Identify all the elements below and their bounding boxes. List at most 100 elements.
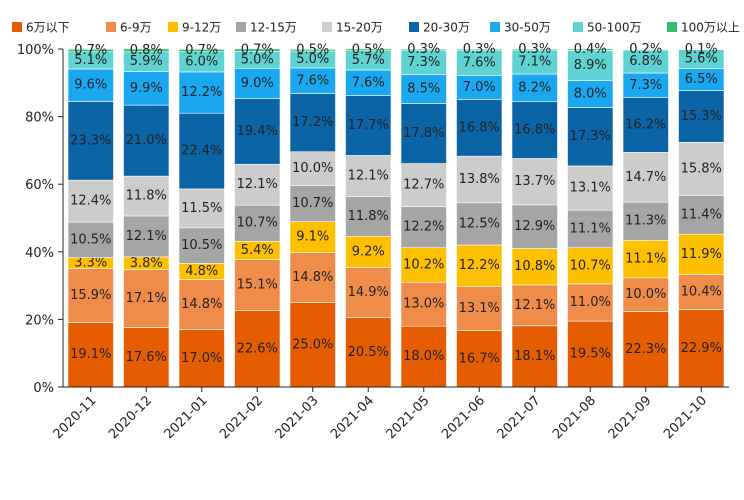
data-label-2020-12-s0: 17.6% (126, 350, 167, 365)
legend-swatch (168, 22, 178, 32)
bars-area: 19.1%15.9%3.3%10.5%12.4%23.3%9.6%5.1%0.7… (68, 42, 724, 387)
data-label-2020-12-s2: 3.8% (130, 256, 163, 271)
data-label-2021-03-s6: 7.6% (296, 73, 329, 88)
data-label-2021-04-s6: 7.6% (352, 75, 385, 90)
data-label-2021-06-s0: 16.7% (459, 351, 500, 366)
data-label-2021-04-s2: 9.2% (352, 244, 385, 259)
data-label-2021-02-s2: 5.4% (241, 243, 274, 258)
y-tick-label: 100% (17, 43, 54, 58)
legend-item-0: 6万以下 (12, 21, 70, 35)
legend-swatch (667, 22, 677, 32)
legend-swatch (236, 22, 246, 32)
legend-item-5: 20-30万 (409, 21, 470, 35)
data-label-2021-02-s3: 10.7% (237, 216, 278, 231)
data-label-2020-11-s3: 10.5% (70, 232, 111, 247)
data-label-2021-06-s4: 13.8% (459, 172, 500, 187)
data-label-2021-04-s1: 14.9% (348, 285, 389, 300)
data-label-2021-06-s1: 13.1% (459, 301, 500, 316)
x-tick-label: 2021-05 (384, 393, 433, 442)
data-label-2021-06-s2: 12.2% (459, 258, 500, 273)
y-axis: 0%20%40%60%80%100% (17, 43, 63, 396)
data-label-2021-04-s8: 0.5% (352, 42, 385, 57)
data-label-2020-11-s6: 9.6% (74, 78, 107, 93)
data-label-2021-01-s3: 10.5% (181, 238, 222, 253)
data-label-2021-05-s5: 17.8% (403, 126, 444, 141)
data-label-2020-12-s8: 0.8% (130, 43, 163, 58)
data-label-2021-01-s5: 22.4% (181, 144, 222, 159)
legend-item-1: 6-9万 (106, 21, 152, 35)
legend-swatch (12, 22, 22, 32)
legend-item-3: 12-15万 (236, 21, 297, 35)
data-label-2021-10-s5: 15.3% (681, 109, 722, 124)
bar-stack-2021-09: 22.3%10.0%11.1%11.3%14.7%16.2%7.3%6.8%0.… (623, 42, 669, 387)
data-label-2021-09-s4: 14.7% (625, 170, 666, 185)
data-label-2021-08-s5: 17.3% (570, 129, 611, 144)
data-label-2021-08-s0: 19.5% (570, 347, 611, 362)
legend-label: 6万以下 (26, 21, 70, 35)
bar-stack-2021-06: 16.7%13.1%12.2%12.5%13.8%16.8%7.0%7.6%0.… (457, 42, 503, 387)
x-tick-label: 2021-04 (328, 393, 377, 442)
data-label-2021-07-s0: 18.1% (514, 349, 555, 364)
data-label-2021-03-s1: 14.8% (292, 270, 333, 285)
data-label-2021-02-s0: 22.6% (237, 341, 278, 356)
bar-stack-2021-03: 25.0%14.8%9.1%10.7%10.0%17.2%7.6%5.0%0.5… (290, 43, 336, 387)
data-label-2021-02-s4: 12.1% (237, 177, 278, 192)
data-label-2021-10-s1: 10.4% (681, 285, 722, 300)
legend-swatch (409, 22, 419, 32)
data-label-2021-01-s1: 14.8% (181, 297, 222, 312)
bar-stack-2021-08: 19.5%11.0%10.7%11.1%13.1%17.3%8.0%8.9%0.… (568, 42, 614, 387)
x-tick-label: 2021-09 (606, 393, 655, 442)
data-label-2021-07-s8: 0.3% (518, 42, 551, 57)
data-label-2021-06-s3: 12.5% (459, 216, 500, 231)
data-label-2021-10-s6: 6.5% (685, 72, 718, 87)
data-label-2021-10-s4: 15.8% (681, 161, 722, 176)
data-label-2021-08-s1: 11.0% (570, 295, 611, 310)
x-tick-label: 2021-06 (439, 393, 488, 442)
y-tick-label: 20% (25, 313, 54, 328)
data-label-2021-08-s2: 10.7% (570, 258, 611, 273)
data-label-2021-05-s0: 18.0% (403, 349, 444, 364)
legend-label: 50-100万 (587, 21, 642, 35)
x-tick-label: 2020-12 (106, 393, 155, 442)
data-label-2021-07-s1: 12.1% (514, 298, 555, 313)
data-label-2021-06-s6: 7.0% (463, 80, 496, 95)
legend-swatch (573, 22, 583, 32)
legend-label: 30-50万 (504, 21, 551, 35)
bar-stack-2021-07: 18.1%12.1%10.8%12.9%13.7%16.8%8.2%7.1%0.… (512, 42, 558, 387)
legend-swatch (322, 22, 332, 32)
data-label-2021-01-s2: 4.8% (185, 264, 218, 279)
data-label-2021-09-s1: 10.0% (625, 287, 666, 302)
data-label-2020-11-s8: 0.7% (74, 43, 107, 58)
data-label-2021-03-s4: 10.0% (292, 161, 333, 176)
legend-label: 9-12万 (182, 21, 221, 35)
bar-stack-2021-01: 17.0%14.8%4.8%10.5%11.5%22.4%12.2%6.0%0.… (179, 43, 225, 387)
data-label-2021-05-s3: 12.2% (403, 220, 444, 235)
data-label-2021-04-s3: 11.8% (348, 209, 389, 224)
data-label-2021-10-s8: 0.1% (685, 42, 718, 57)
y-tick-label: 60% (25, 178, 54, 193)
legend-item-7: 50-100万 (573, 21, 642, 35)
data-label-2021-04-s4: 12.1% (348, 168, 389, 183)
data-label-2021-09-s0: 22.3% (625, 342, 666, 357)
data-label-2021-07-s3: 12.9% (514, 219, 555, 234)
data-label-2021-08-s3: 11.1% (570, 221, 611, 236)
data-label-2020-12-s3: 12.1% (126, 229, 167, 244)
data-label-2021-09-s6: 7.3% (629, 78, 662, 93)
data-label-2021-04-s0: 20.5% (348, 345, 389, 360)
legend-label: 20-30万 (423, 21, 470, 35)
data-label-2021-01-s6: 12.2% (181, 85, 222, 100)
y-tick-label: 80% (25, 111, 54, 126)
data-label-2021-02-s8: 0.7% (241, 43, 274, 58)
data-label-2021-09-s5: 16.2% (625, 118, 666, 133)
data-label-2020-12-s4: 11.8% (126, 189, 167, 204)
data-label-2021-05-s1: 13.0% (403, 297, 444, 312)
data-label-2021-05-s4: 12.7% (403, 178, 444, 193)
data-label-2021-04-s5: 17.7% (348, 118, 389, 133)
data-label-2021-07-s6: 8.2% (518, 80, 551, 95)
x-tick-label: 2021-03 (273, 393, 322, 442)
legend-label: 12-15万 (250, 21, 297, 35)
legend-item-2: 9-12万 (168, 21, 221, 35)
data-label-2021-06-s8: 0.3% (463, 42, 496, 57)
